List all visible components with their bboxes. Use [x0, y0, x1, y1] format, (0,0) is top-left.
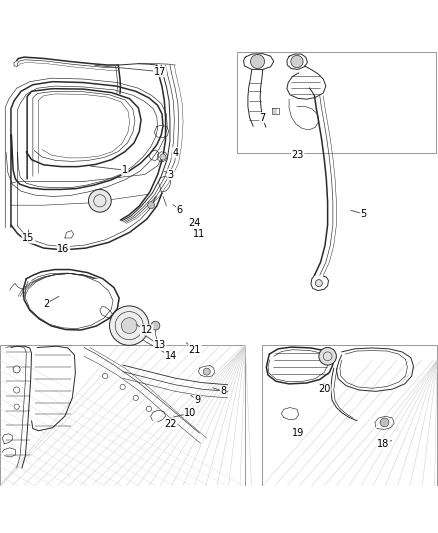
Text: 6: 6 [177, 205, 183, 215]
Text: 24: 24 [189, 217, 201, 228]
Circle shape [88, 189, 111, 212]
Text: 23: 23 [292, 150, 304, 160]
Text: 16: 16 [57, 244, 70, 254]
Text: 20: 20 [318, 384, 330, 394]
Circle shape [120, 384, 125, 390]
Circle shape [14, 404, 19, 409]
Circle shape [251, 54, 265, 69]
Text: 12: 12 [141, 325, 153, 335]
Circle shape [146, 406, 152, 411]
Circle shape [315, 280, 322, 287]
Text: 14: 14 [165, 351, 177, 361]
Circle shape [14, 387, 20, 393]
Text: 9: 9 [194, 395, 200, 405]
Circle shape [380, 418, 389, 427]
Circle shape [148, 201, 155, 209]
FancyBboxPatch shape [237, 52, 436, 152]
Circle shape [160, 154, 166, 160]
Text: 1: 1 [122, 165, 128, 175]
FancyBboxPatch shape [262, 345, 437, 486]
Text: 11: 11 [193, 229, 205, 239]
Text: 4: 4 [172, 148, 178, 158]
Circle shape [13, 366, 20, 373]
Circle shape [110, 306, 149, 345]
Circle shape [151, 321, 160, 330]
FancyBboxPatch shape [0, 345, 245, 486]
Text: 13: 13 [154, 341, 166, 350]
Text: 5: 5 [360, 209, 367, 219]
Circle shape [102, 374, 108, 378]
Circle shape [319, 348, 336, 365]
Text: 15: 15 [22, 233, 35, 243]
Text: 19: 19 [292, 428, 304, 438]
Circle shape [133, 395, 138, 400]
Text: 2: 2 [43, 298, 49, 309]
Text: 10: 10 [184, 408, 197, 418]
Text: 22: 22 [165, 419, 177, 429]
Text: 21: 21 [189, 345, 201, 355]
Text: 8: 8 [220, 386, 226, 397]
Text: 3: 3 [168, 169, 174, 180]
Text: 7: 7 [260, 112, 266, 123]
Circle shape [291, 55, 303, 68]
Circle shape [121, 318, 137, 334]
Text: 18: 18 [377, 439, 389, 449]
Text: 17: 17 [154, 67, 166, 77]
Circle shape [203, 368, 210, 375]
